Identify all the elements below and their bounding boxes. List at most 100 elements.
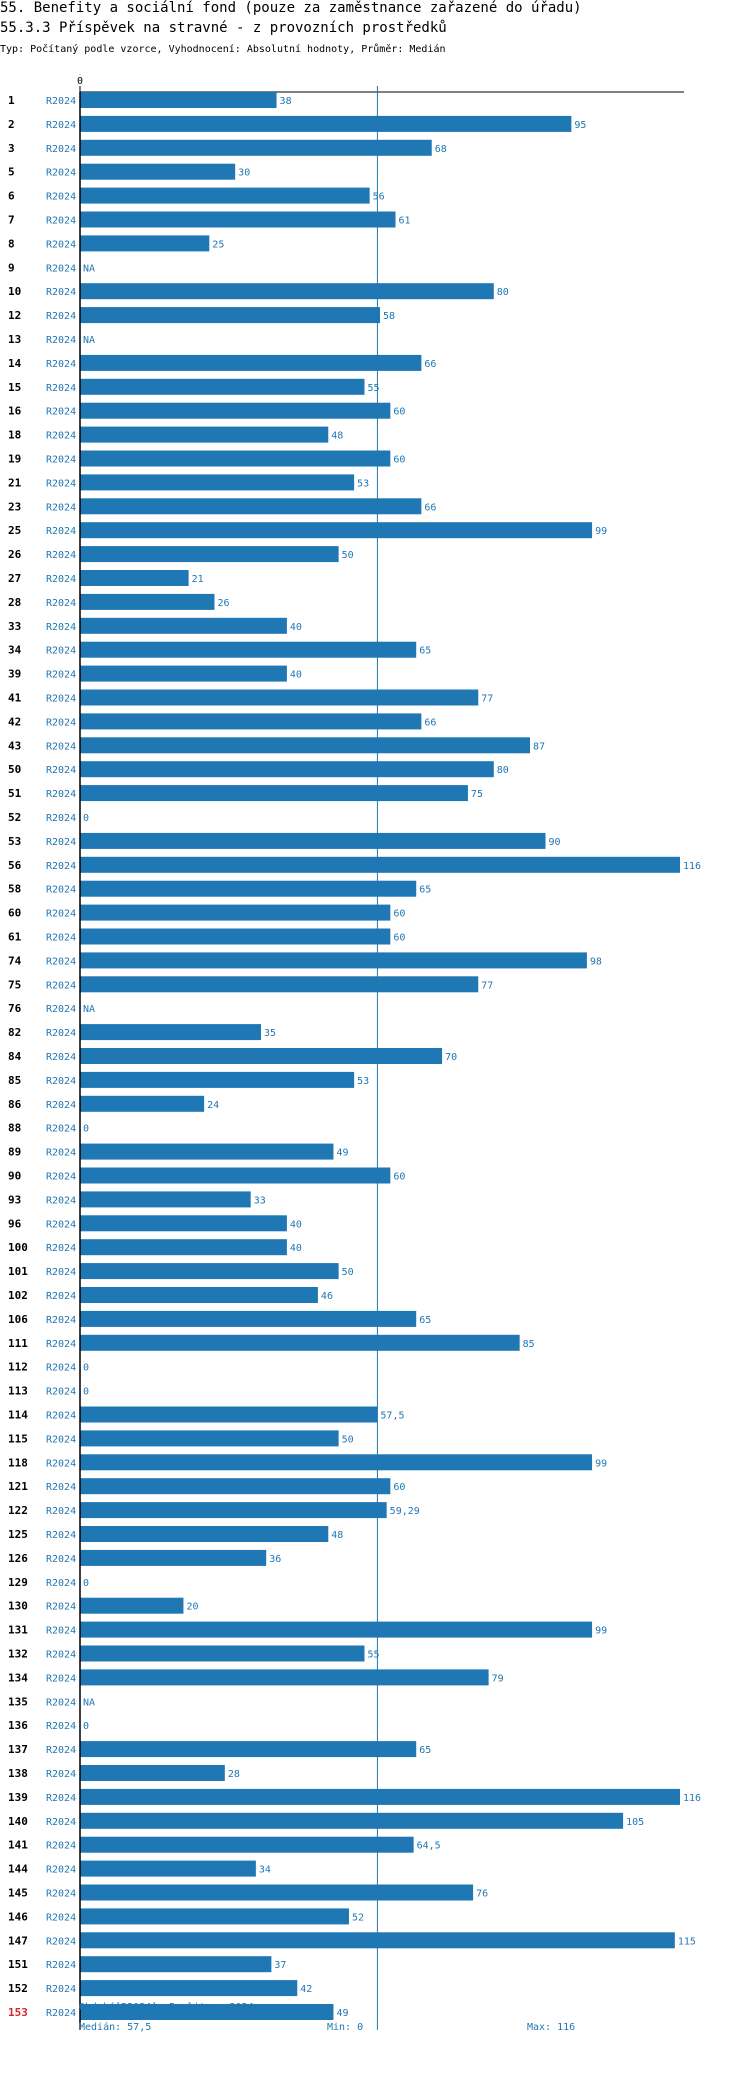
bar	[80, 115, 572, 132]
bar	[80, 1549, 267, 1566]
data-label: 77	[481, 694, 493, 705]
category-label: 51	[8, 787, 22, 800]
category-label: 139	[8, 1791, 28, 1804]
series-label: R2024	[46, 96, 76, 107]
category-label: 125	[8, 1528, 28, 1541]
bar	[80, 163, 236, 180]
category-label: 146	[8, 1910, 28, 1923]
series-label: R2024	[46, 1817, 76, 1828]
data-label: 30	[238, 168, 250, 179]
series-label: R2024	[46, 1052, 76, 1063]
data-label: 61	[399, 216, 411, 227]
category-label: 89	[8, 1146, 21, 1159]
series-label: R2024	[46, 1650, 76, 1661]
data-label: 40	[290, 1243, 302, 1254]
category-label: 106	[8, 1313, 28, 1326]
category-label: 58	[8, 883, 21, 896]
data-label: 99	[595, 1458, 607, 1469]
series-label: R2024	[46, 1865, 76, 1876]
x-tick-label: 0	[77, 76, 83, 87]
series-label: R2024	[46, 311, 76, 322]
category-label: 2	[8, 118, 15, 131]
series-label: R2024	[46, 909, 76, 920]
bar	[80, 1287, 318, 1303]
category-label: 56	[8, 859, 22, 872]
series-label: R2024	[46, 1960, 76, 1971]
series-label: R2024	[46, 407, 76, 418]
category-label: 18	[8, 429, 21, 442]
data-label: 25	[212, 239, 224, 250]
series-label: R2024	[46, 263, 76, 274]
data-label: 50	[342, 550, 354, 561]
data-label: 77	[481, 980, 493, 991]
data-label: 35	[264, 1028, 276, 1039]
bar	[80, 1167, 391, 1184]
data-label: 76	[476, 1889, 488, 1900]
category-label: 1	[8, 94, 15, 107]
bar	[80, 761, 494, 778]
bar	[80, 426, 329, 443]
bar	[80, 1239, 287, 1256]
series-label: R2024	[46, 837, 76, 848]
category-label: 144	[8, 1863, 28, 1876]
data-label: 75	[471, 789, 483, 800]
data-label: 49	[336, 1148, 348, 1159]
data-label: 105	[626, 1817, 644, 1828]
series-label: R2024	[46, 956, 76, 967]
series-label: R2024	[46, 813, 76, 824]
category-label: 8	[8, 237, 15, 250]
bar	[80, 1645, 365, 1662]
series-label: R2024	[46, 741, 76, 752]
bar	[80, 1765, 225, 1781]
data-label: 99	[595, 1626, 607, 1637]
category-label: 96	[8, 1217, 22, 1230]
bar	[80, 1621, 593, 1638]
data-label: 38	[280, 96, 292, 107]
data-label: 60	[393, 1482, 405, 1493]
bar	[80, 187, 370, 204]
data-label: 37	[274, 1960, 286, 1971]
category-label: 85	[8, 1074, 21, 1087]
bar	[80, 928, 391, 945]
category-label: 138	[8, 1767, 28, 1780]
data-label: 40	[290, 670, 302, 681]
category-label: 52	[8, 811, 21, 824]
data-label: 87	[533, 741, 545, 752]
data-label: 50	[342, 1267, 354, 1278]
bar	[80, 1884, 474, 1901]
data-label: 33	[254, 1195, 266, 1206]
category-label: 5	[8, 166, 15, 179]
data-label: 60	[393, 455, 405, 466]
data-label: 26	[217, 598, 229, 609]
series-label: R2024	[46, 574, 76, 585]
category-label: 7	[8, 214, 15, 227]
category-label: 112	[8, 1361, 28, 1374]
bar	[80, 1741, 417, 1758]
category-label: 41	[8, 692, 22, 705]
category-label: 121	[8, 1480, 28, 1493]
data-label: 66	[424, 502, 436, 513]
category-label: 114	[8, 1409, 28, 1422]
series-label: R2024	[46, 1291, 76, 1302]
series-label: R2024	[46, 1745, 76, 1756]
category-label: 9	[8, 261, 15, 274]
bar	[80, 1215, 287, 1232]
data-label: 79	[492, 1673, 504, 1684]
series-label: R2024	[46, 1578, 76, 1589]
series-label: R2024	[46, 1769, 76, 1780]
series-label: R2024	[46, 861, 76, 872]
series-label: R2024	[46, 598, 76, 609]
category-label: 27	[8, 572, 21, 585]
series-label: R2024	[46, 1912, 76, 1923]
series-label: R2024	[46, 168, 76, 179]
category-label: 74	[8, 954, 22, 967]
data-label: 0	[83, 1387, 89, 1398]
footer-median: Medián: 57,5	[79, 2022, 152, 2033]
bar	[80, 665, 287, 682]
bar	[80, 1502, 387, 1519]
series-label: R2024	[46, 239, 76, 250]
bar	[80, 1143, 334, 1160]
bar	[80, 546, 339, 563]
category-label: 122	[8, 1504, 28, 1517]
series-label: R2024	[46, 1482, 76, 1493]
